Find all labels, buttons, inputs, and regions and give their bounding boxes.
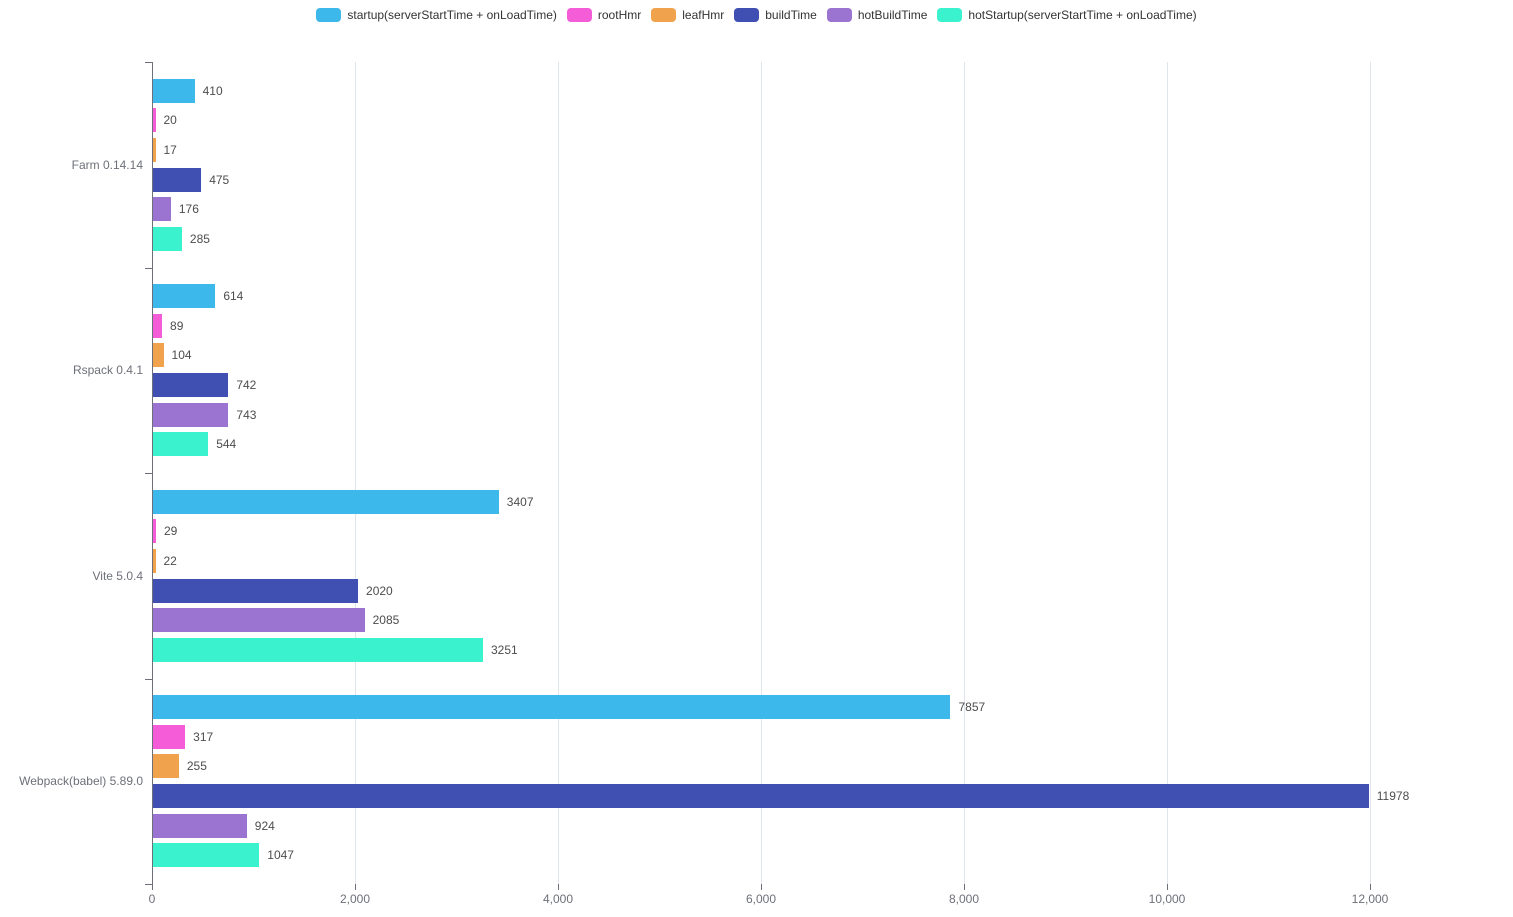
legend-item-label: hotStartup(serverStartTime + onLoadTime) [968, 8, 1197, 22]
y-axis-label: Farm 0.14.14 [71, 157, 143, 172]
bar-vite-5-0-4-hotbuildtime[interactable] [153, 608, 365, 633]
gridline [761, 62, 762, 884]
bar-value-label: 89 [170, 318, 184, 333]
bar-webpack-babel-5-89-0-buildtime[interactable] [153, 784, 1369, 809]
y-axis-label: Webpack(babel) 5.89.0 [19, 774, 143, 789]
chart-legend: startup(serverStartTime + onLoadTime) roo… [0, 8, 1513, 22]
bar-value-label: 255 [186, 759, 207, 774]
legend-color-marker [734, 8, 760, 22]
legend-color-marker [316, 8, 342, 22]
bar-value-label: 20 [163, 113, 177, 128]
legend-item-startup[interactable]: startup(serverStartTime + onLoadTime) [316, 8, 557, 22]
bar-farm-0-14-14-startup[interactable] [153, 78, 195, 103]
bar-rspack-0-4-1-hotstartup[interactable] [153, 432, 209, 457]
y-axis-label: Vite 5.0.4 [92, 568, 143, 583]
bar-farm-0-14-14-hotstartup[interactable] [153, 226, 182, 251]
x-axis-label: 6,000 [745, 892, 777, 906]
bar-webpack-babel-5-89-0-roothmr[interactable] [153, 724, 186, 749]
bar-webpack-babel-5-89-0-startup[interactable] [153, 695, 951, 720]
bar-farm-0-14-14-roothmr[interactable] [153, 108, 156, 133]
bar-webpack-babel-5-89-0-hotbuildtime[interactable] [153, 813, 247, 838]
bar-value-label: 743 [236, 407, 257, 422]
y-axis-tick [145, 678, 152, 680]
x-axis-tick [558, 884, 559, 890]
x-axis-label: 12,000 [1351, 892, 1389, 906]
bar-vite-5-0-4-startup[interactable] [153, 489, 499, 514]
y-axis-tick [145, 267, 152, 269]
legend-item-roothmr[interactable]: rootHmr [566, 8, 642, 22]
gridline [355, 62, 356, 884]
bar-value-label: 742 [236, 378, 257, 393]
gridline [1370, 62, 1371, 884]
y-axis-label: Rspack 0.4.1 [72, 363, 143, 378]
legend-item-label: startup(serverStartTime + onLoadTime) [347, 8, 557, 22]
bar-vite-5-0-4-hotstartup[interactable] [153, 637, 483, 662]
bar-value-label: 2020 [366, 583, 393, 598]
y-axis-tick [145, 884, 152, 885]
gridline [1167, 62, 1168, 884]
bar-value-label: 104 [171, 348, 192, 363]
bar-rspack-0-4-1-leafhmr[interactable] [153, 343, 164, 368]
legend-item-label: hotBuildTime [857, 8, 928, 22]
bar-farm-0-14-14-buildtime[interactable] [153, 167, 202, 192]
bar-value-label: 544 [216, 437, 237, 452]
legend-item-leafhmr[interactable]: leafHmr [651, 8, 724, 22]
y-axis-tick [145, 473, 152, 474]
x-axis-label: 10,000 [1148, 892, 1186, 906]
bar-webpack-babel-5-89-0-hotstartup[interactable] [153, 843, 260, 868]
bar-rspack-0-4-1-roothmr[interactable] [153, 313, 163, 338]
legend-color-marker [937, 8, 963, 22]
bar-value-label: 475 [209, 172, 230, 187]
legend-item-hotstartup[interactable]: hotStartup(serverStartTime + onLoadTime) [937, 8, 1197, 22]
x-axis-label: 8,000 [948, 892, 980, 906]
bar-value-label: 410 [202, 83, 223, 98]
x-axis-tick [1167, 884, 1168, 890]
bar-value-label: 317 [193, 729, 214, 744]
legend-item-buildtime[interactable]: buildTime [734, 8, 817, 22]
bar-webpack-babel-5-89-0-leafhmr[interactable] [153, 754, 179, 779]
x-axis-label: 2,000 [339, 892, 371, 906]
bar-rspack-0-4-1-buildtime[interactable] [153, 373, 229, 398]
bar-value-label: 7857 [958, 700, 986, 715]
legend-item-label: leafHmr [682, 8, 725, 22]
gridline [964, 62, 965, 884]
bar-rspack-0-4-1-hotbuildtime[interactable] [153, 402, 229, 427]
bar-vite-5-0-4-roothmr[interactable] [153, 519, 156, 544]
bar-value-label: 29 [163, 524, 178, 539]
x-axis-label: 0 [148, 892, 156, 906]
legend-color-marker [826, 8, 852, 22]
gridline [558, 62, 559, 884]
bar-rspack-0-4-1-startup[interactable] [153, 284, 216, 309]
bar-value-label: 3251 [490, 642, 518, 657]
bar-vite-5-0-4-buildtime[interactable] [153, 578, 359, 603]
y-axis-tick [145, 62, 152, 63]
legend-item-label: buildTime [765, 8, 817, 22]
bar-vite-5-0-4-leafhmr[interactable] [153, 548, 156, 573]
legend-color-marker [566, 8, 592, 22]
bar-value-label: 176 [178, 202, 199, 217]
bar-value-label: 3407 [506, 494, 534, 509]
bar-value-label: 2085 [372, 613, 400, 628]
x-axis-tick [964, 884, 965, 890]
x-axis-tick [355, 884, 356, 890]
x-axis-label: 4,000 [542, 892, 574, 906]
bar-value-label: 614 [223, 289, 244, 304]
x-axis-tick [1370, 884, 1371, 890]
y-axis-line [152, 62, 153, 884]
bar-farm-0-14-14-hotbuildtime[interactable] [153, 197, 171, 222]
bar-farm-0-14-14-leafhmr[interactable] [153, 137, 156, 162]
bar-value-label: 22 [163, 553, 177, 568]
bar-value-label: 1047 [267, 848, 294, 863]
x-axis-tick [152, 884, 153, 890]
bar-value-label: 17 [163, 142, 177, 157]
bar-value-label: 924 [254, 818, 275, 833]
bar-value-label: 11978 [1376, 789, 1410, 804]
bar-value-label: 285 [189, 231, 210, 246]
x-axis-tick [761, 884, 762, 890]
legend-item-hotbuildtime[interactable]: hotBuildTime [826, 8, 928, 22]
legend-color-marker [651, 8, 677, 22]
legend-item-label: rootHmr [597, 8, 642, 22]
